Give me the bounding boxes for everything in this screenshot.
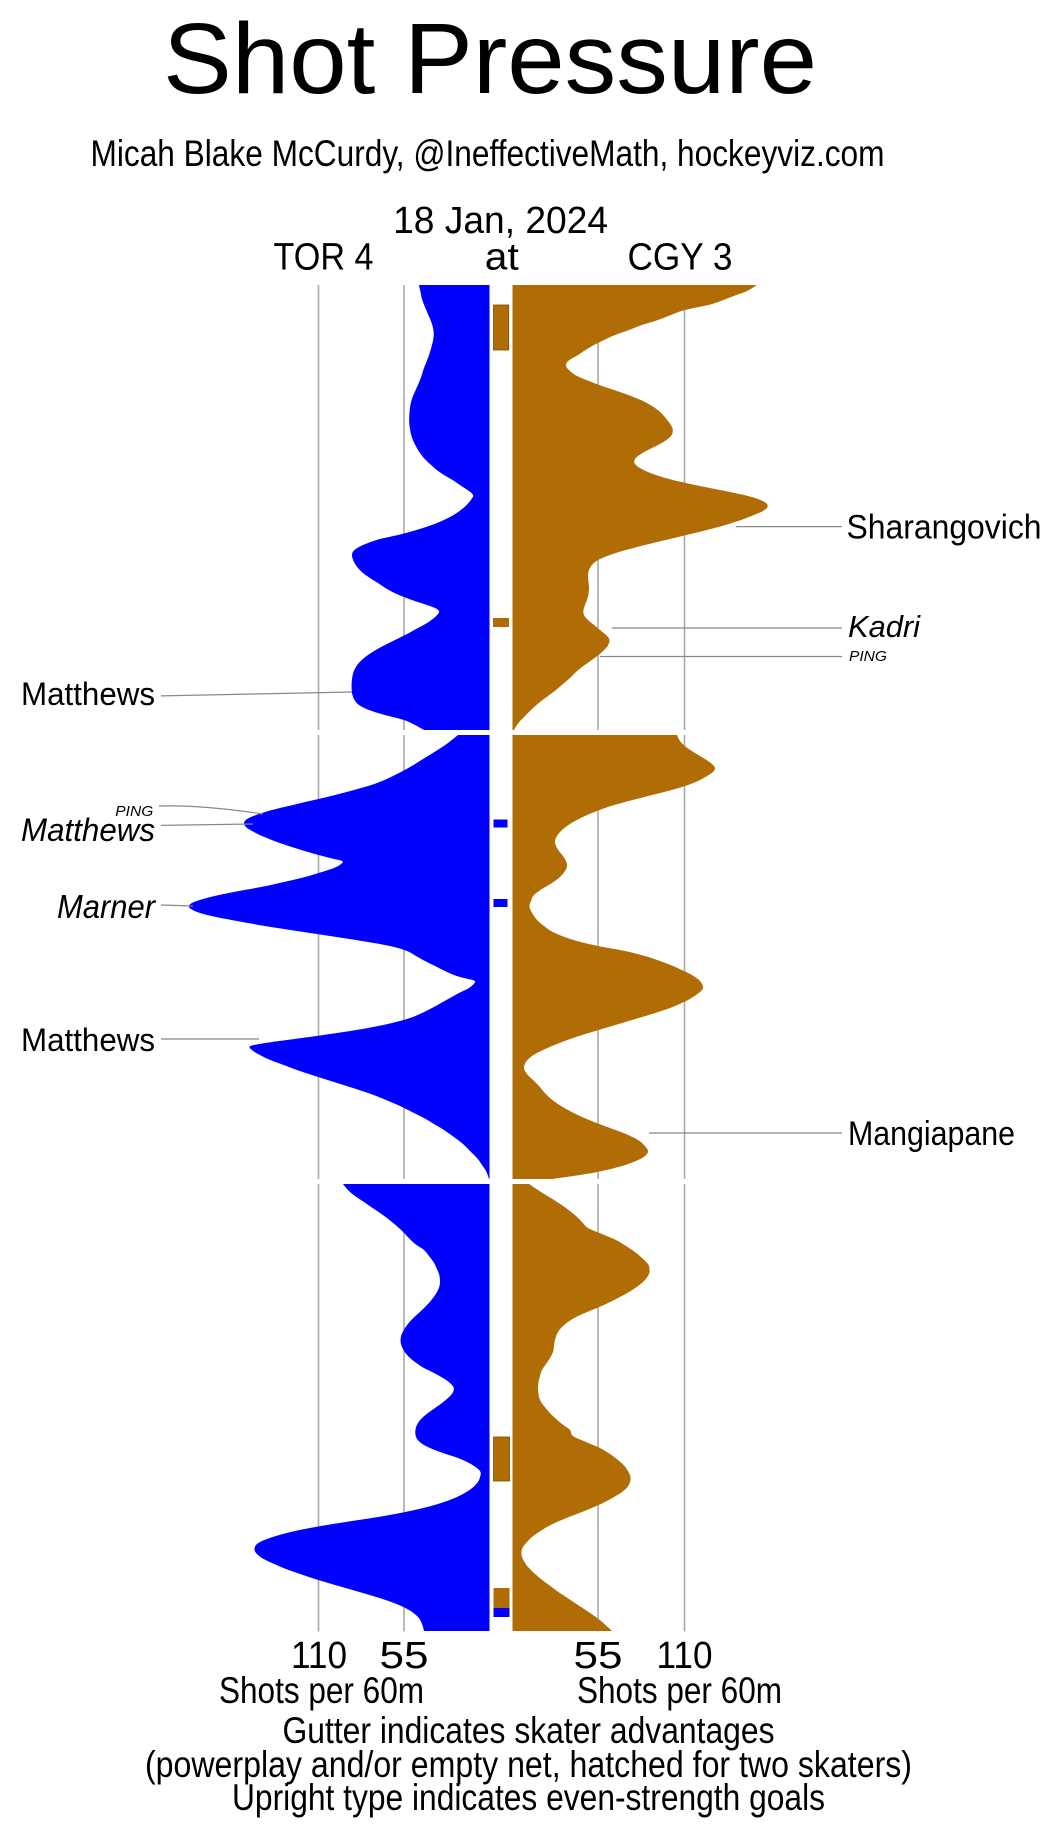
svg-text:Shots per 60m: Shots per 60m	[577, 1670, 782, 1711]
svg-text:Mangiapane: Mangiapane	[848, 1115, 1015, 1153]
svg-text:110: 110	[291, 1635, 347, 1677]
svg-text:at: at	[485, 237, 519, 279]
svg-text:Marner: Marner	[57, 888, 157, 925]
svg-text:Upright type indicates even-st: Upright type indicates even-strength goa…	[232, 1777, 825, 1818]
svg-text:55: 55	[574, 1635, 623, 1677]
svg-text:TOR 4: TOR 4	[274, 237, 374, 279]
svg-text:110: 110	[657, 1635, 713, 1677]
svg-text:Matthews: Matthews	[21, 812, 155, 848]
svg-text:PING: PING	[115, 803, 153, 820]
svg-text:Matthews: Matthews	[21, 1022, 155, 1058]
svg-text:Shots per 60m: Shots per 60m	[219, 1670, 424, 1711]
svg-text:Micah Blake McCurdy, @Ineffect: Micah Blake McCurdy, @IneffectiveMath, h…	[91, 133, 885, 174]
svg-text:55: 55	[380, 1635, 429, 1677]
svg-text:Gutter indicates skater advant: Gutter indicates skater advantages	[283, 1710, 775, 1751]
svg-text:Kadri: Kadri	[848, 609, 921, 644]
svg-text:PING: PING	[849, 648, 887, 665]
svg-text:Sharangovich: Sharangovich	[847, 509, 1042, 547]
svg-text:(powerplay and/or empty net, h: (powerplay and/or empty net, hatched for…	[145, 1744, 912, 1785]
svg-text:18 Jan, 2024: 18 Jan, 2024	[393, 200, 608, 242]
svg-text:Shot Pressure: Shot Pressure	[163, 3, 817, 115]
svg-text:Matthews: Matthews	[21, 676, 155, 712]
svg-text:CGY 3: CGY 3	[628, 237, 733, 279]
